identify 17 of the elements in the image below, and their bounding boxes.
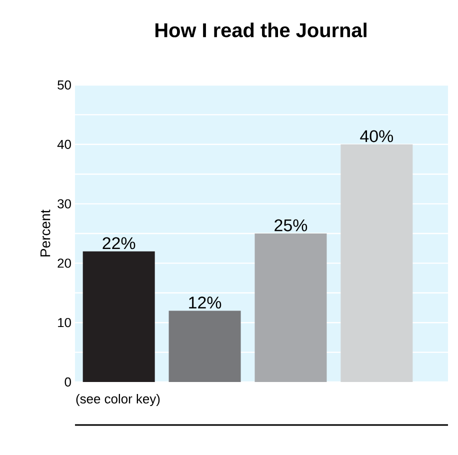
y-tick-label: 30: [58, 199, 71, 208]
y-axis-title: Percent: [40, 210, 50, 256]
y-tick-label: 20: [58, 258, 71, 268]
y-tick-label: 0: [64, 377, 71, 387]
data-label: 40%: [360, 130, 394, 142]
data-label: 25%: [274, 219, 308, 232]
text: (see color key): [76, 394, 160, 406]
bar: [168, 310, 241, 382]
bar: [82, 251, 155, 382]
y-tick-label: 40: [57, 140, 71, 149]
chart-title: How I read the Journal: [155, 22, 366, 38]
data-label: 12%: [189, 296, 222, 309]
data-label: 22%: [102, 237, 136, 250]
y-tick-label: 10: [58, 318, 71, 328]
bar: [340, 144, 413, 382]
bar: [254, 234, 327, 382]
y-tick-label: 50: [58, 80, 71, 90]
